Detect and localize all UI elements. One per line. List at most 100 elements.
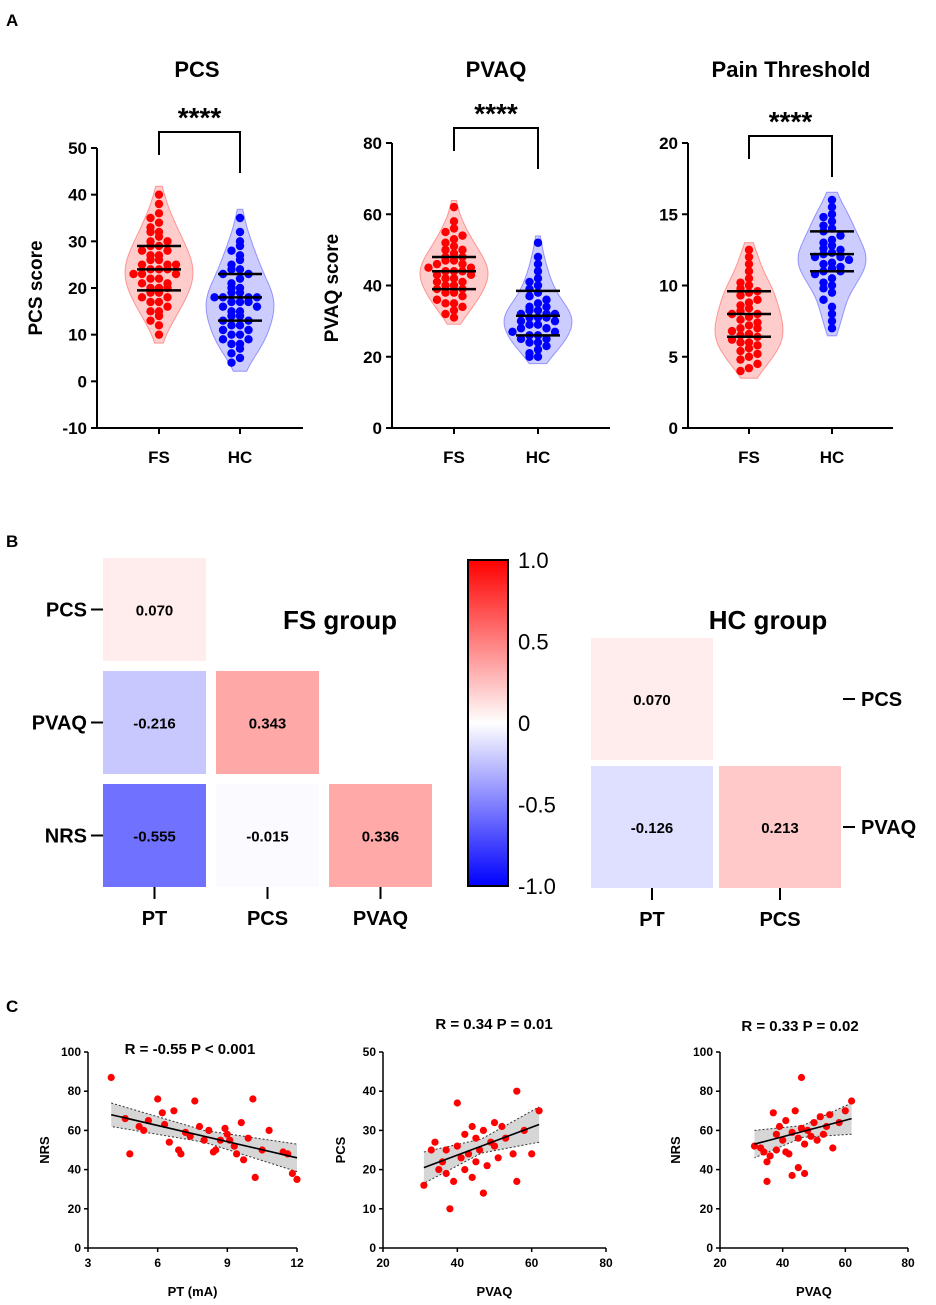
- scatter-point: [807, 1132, 815, 1140]
- data-point-hc: [827, 309, 837, 319]
- y-tick-label: 20: [68, 279, 87, 298]
- y-tick-label: 10: [659, 277, 678, 296]
- y-tick-label: 40: [68, 1163, 82, 1177]
- x-tick-label: 40: [776, 1256, 790, 1270]
- heatmap-cell-value: -0.126: [631, 820, 674, 837]
- data-point-hc: [533, 306, 543, 315]
- scatter-point: [170, 1107, 178, 1115]
- scatter-point: [212, 1146, 220, 1154]
- data-point-hc: [827, 248, 837, 257]
- colorbar-bar: [467, 559, 509, 887]
- row-label-pcs: PCS: [861, 689, 902, 711]
- data-point-hc: [542, 295, 551, 304]
- scatter-point: [233, 1150, 241, 1158]
- scatter-point: [420, 1181, 428, 1189]
- data-point-fs: [753, 295, 762, 304]
- data-point-hc: [525, 277, 534, 287]
- scatter-point: [775, 1122, 784, 1131]
- scatter-point: [816, 1113, 824, 1121]
- data-point-hc: [533, 252, 543, 262]
- scatter-point: [461, 1166, 469, 1174]
- scatter-point: [772, 1130, 781, 1138]
- scatter-point: [801, 1169, 809, 1178]
- scatter-point: [535, 1107, 543, 1115]
- data-point-hc: [227, 339, 236, 349]
- y-tick-label: 100: [61, 1045, 81, 1059]
- data-point-hc: [244, 297, 253, 307]
- data-point-fs: [154, 330, 164, 339]
- scatter-point: [237, 1119, 245, 1127]
- scatter-point: [472, 1158, 480, 1166]
- data-point-hc: [827, 281, 837, 290]
- panel-label-c: C: [6, 997, 18, 1016]
- heatmap-cell-value: 0.213: [761, 820, 799, 837]
- data-point-hc: [542, 334, 551, 344]
- scatter-point: [848, 1097, 856, 1105]
- data-point-fs: [441, 274, 450, 283]
- heatmap-cell: [216, 784, 319, 887]
- scatter-point: [819, 1130, 828, 1138]
- data-point-fs: [449, 242, 459, 251]
- chart-title: R = -0.55 P < 0.001: [125, 1041, 256, 1058]
- data-point-hc: [525, 306, 534, 315]
- heatmap-cell-value: 0.070: [136, 603, 174, 620]
- x-tick-label: 60: [525, 1256, 539, 1270]
- data-point-fs: [137, 260, 147, 269]
- data-point-fs: [449, 288, 459, 297]
- scatter-point: [483, 1162, 491, 1170]
- y-tick-label: 50: [68, 139, 87, 158]
- data-point-hc: [235, 265, 245, 274]
- row-label-pvaq: PVAQ: [32, 713, 87, 735]
- scatter-point: [186, 1132, 194, 1140]
- colorbar-tick-label: 0: [518, 711, 530, 736]
- data-point-fs: [432, 295, 442, 304]
- y-tick-label: 60: [363, 205, 382, 224]
- scatter-point: [191, 1097, 199, 1105]
- y-tick-label: 30: [363, 1123, 377, 1137]
- data-point-hc: [516, 324, 526, 333]
- scatter-point: [446, 1205, 454, 1213]
- data-point-fs: [466, 270, 476, 280]
- y-tick-label: 20: [363, 1163, 377, 1177]
- scatter-chart-pvaq-pcs: R = 0.34 P = 0.01 PCS PVAQ 0 10 20 30 40 50 20 40 6…: [333, 1016, 613, 1299]
- scatter-point: [490, 1119, 499, 1127]
- data-point-fs: [466, 263, 476, 272]
- data-point-hc: [218, 325, 228, 335]
- panel-label-b: B: [6, 532, 18, 551]
- data-point-hc: [227, 330, 236, 339]
- heatmap-cell: [103, 784, 206, 887]
- data-point-hc: [827, 195, 837, 205]
- colorbar: 1.0 0.5 0 -0.5 -1.0: [467, 548, 556, 899]
- y-tick-label: 20: [68, 1202, 82, 1216]
- scatter-point: [468, 1122, 476, 1131]
- data-point-fs: [154, 274, 164, 283]
- colorbar-tick-label: -1.0: [518, 874, 556, 899]
- y-tick-label: 10: [363, 1202, 377, 1216]
- x-tick-label: 80: [901, 1256, 915, 1270]
- scatter-point: [442, 1169, 450, 1178]
- data-point-fs: [449, 249, 459, 258]
- chart-title: Pain Threshold: [712, 57, 871, 82]
- scatter-point: [293, 1175, 301, 1183]
- data-point-hc: [525, 291, 534, 301]
- y-tick-label: 40: [363, 1084, 377, 1098]
- data-point-fs: [744, 304, 754, 313]
- data-point-hc: [819, 259, 828, 269]
- data-point-fs: [744, 363, 754, 373]
- data-point-hc: [542, 324, 551, 333]
- scatter-point: [797, 1124, 806, 1132]
- data-point-fs: [441, 281, 450, 290]
- scatter-point: [513, 1087, 521, 1095]
- x-tick-label: 60: [839, 1256, 853, 1270]
- heatmap-cell-value: 0.343: [249, 716, 287, 733]
- data-point-fs: [449, 256, 459, 265]
- chart-title: R = 0.33 P = 0.02: [741, 1018, 858, 1035]
- scatter-point: [794, 1134, 802, 1142]
- data-point-fs: [449, 202, 459, 212]
- x-axis-label: PVAQ: [477, 1284, 513, 1299]
- data-point-fs: [449, 299, 459, 308]
- data-point-hc: [235, 321, 245, 330]
- x-tick-label: FS: [738, 448, 760, 467]
- y-tick-label: 15: [659, 205, 678, 224]
- scatter-point: [791, 1107, 799, 1115]
